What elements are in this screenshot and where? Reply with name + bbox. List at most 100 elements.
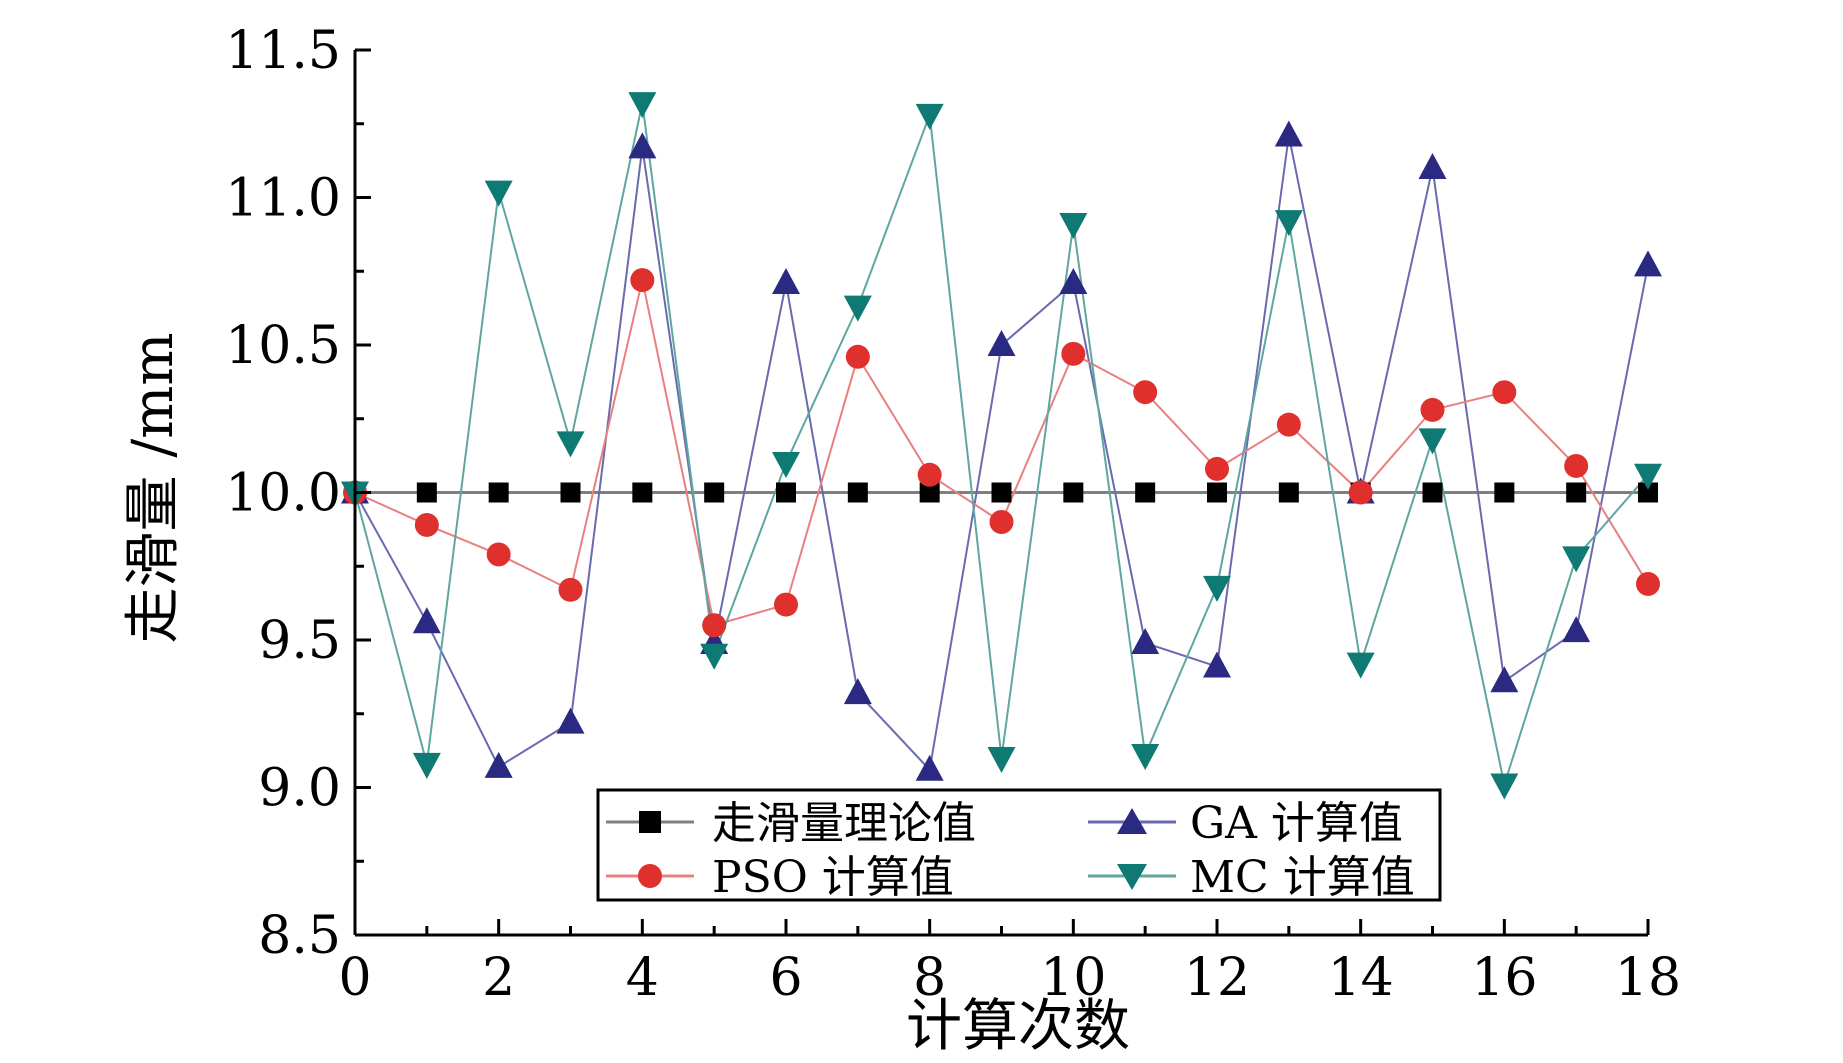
- point-theory: [919, 482, 940, 503]
- y-tick-label: 10.0: [225, 464, 341, 524]
- point-ga: [556, 707, 585, 734]
- point-ga: [1203, 651, 1231, 678]
- point-theory: [847, 482, 868, 503]
- x-tick-label: 4: [626, 948, 659, 1008]
- point-pso: [917, 462, 942, 487]
- point-theory: [1422, 482, 1443, 503]
- legend: 走滑量理论值 GA 计算值 PSO 计算值 MC 计算值: [596, 788, 1442, 903]
- point-ga: [1490, 666, 1519, 693]
- y-tick-label: 11.0: [225, 169, 341, 229]
- point-ga: [1634, 250, 1662, 277]
- y-tick-label: 11.5: [225, 21, 341, 81]
- legend-label-pso: PSO 计算值: [712, 852, 954, 903]
- x-tick-label: 8: [913, 948, 946, 1008]
- point-mc: [1346, 652, 1375, 679]
- point-pso: [414, 512, 439, 537]
- x-axis-title: 计算次数: [906, 994, 1130, 1059]
- point-theory: [416, 482, 437, 503]
- legend-box: [596, 788, 1442, 902]
- point-mc: [1634, 463, 1662, 490]
- x-tick-label: 16: [1471, 948, 1537, 1008]
- point-pso: [486, 542, 511, 567]
- legend-label-mc: MC 计算值: [1190, 852, 1415, 903]
- point-theory: [1638, 482, 1658, 503]
- point-mc: [843, 295, 872, 322]
- point-theory: [704, 482, 725, 503]
- point-mc: [412, 752, 441, 779]
- legend-label-ga: GA 计算值: [1190, 798, 1403, 849]
- point-theory: [560, 482, 581, 503]
- point-ga: [1418, 153, 1447, 179]
- legend-label-theory: 走滑量理论值: [712, 798, 976, 849]
- point-mc: [1131, 744, 1160, 771]
- x-tick-label: 2: [482, 948, 515, 1008]
- point-ga: [484, 751, 513, 778]
- x-tick-label: 10: [1040, 948, 1106, 1008]
- point-theory: [1063, 482, 1084, 503]
- point-mc: [915, 103, 944, 130]
- point-theory: [776, 482, 796, 503]
- point-mc: [1490, 773, 1519, 800]
- point-ga: [843, 678, 872, 705]
- point-ga: [772, 268, 800, 295]
- point-mc: [1418, 428, 1447, 455]
- y-tick-label: 8.5: [258, 906, 341, 966]
- point-mc: [1274, 210, 1303, 237]
- x-tick-label: 12: [1184, 948, 1250, 1008]
- point-pso: [1564, 453, 1589, 478]
- y-axis-title: 走滑量 /mm: [121, 333, 186, 644]
- point-ga: [1274, 120, 1303, 147]
- point-pso: [1205, 456, 1229, 481]
- point-mc: [484, 180, 513, 207]
- point-theory: [991, 482, 1012, 503]
- y-tick-label: 9.0: [258, 759, 341, 819]
- point-mc: [556, 431, 585, 458]
- legend-marker-pso: [638, 864, 662, 888]
- point-theory: [488, 482, 509, 503]
- x-tick-label: 14: [1328, 948, 1394, 1008]
- point-ga: [915, 754, 944, 781]
- series-markers: [341, 92, 1662, 800]
- point-pso: [774, 592, 798, 617]
- point-mc: [772, 452, 800, 478]
- point-ga: [628, 132, 657, 159]
- point-ga: [412, 607, 441, 634]
- point-pso: [702, 613, 727, 638]
- point-theory: [1207, 482, 1227, 503]
- point-mc: [1562, 546, 1591, 573]
- y-tick-label: 9.5: [258, 611, 341, 671]
- point-ga: [1059, 268, 1088, 295]
- point-pso: [1276, 412, 1301, 437]
- point-pso: [1420, 397, 1445, 422]
- point-ga: [1562, 616, 1591, 643]
- point-mc: [987, 747, 1016, 773]
- y-tick-label: 10.5: [225, 316, 341, 376]
- point-theory: [1278, 482, 1299, 503]
- point-pso: [558, 577, 583, 602]
- legend-marker-ga: [1117, 808, 1147, 834]
- point-pso: [1061, 341, 1086, 366]
- point-pso: [1133, 380, 1158, 405]
- x-tick-label: 6: [769, 948, 802, 1008]
- point-pso: [1348, 480, 1373, 505]
- point-ga: [1131, 627, 1160, 654]
- point-mc: [1203, 575, 1231, 602]
- point-mc: [628, 92, 657, 119]
- point-pso: [1636, 571, 1660, 596]
- point-ga: [987, 330, 1016, 356]
- legend-marker-mc: [1117, 864, 1147, 890]
- point-mc: [1059, 213, 1088, 240]
- x-tick-label: 0: [338, 948, 371, 1008]
- point-theory: [1494, 482, 1515, 503]
- point-pso: [989, 510, 1014, 534]
- x-tick-label: 18: [1615, 948, 1681, 1008]
- point-pso: [845, 344, 870, 369]
- axes: [353, 48, 1650, 937]
- tick-labels: 8.5 9.0 9.5 10.0 10.5 11.0 11.5 0 2 4 6 8 10 12 14 16 18: [225, 21, 1681, 1008]
- point-mc: [700, 643, 729, 670]
- point-theory: [1566, 482, 1587, 503]
- legend-marker-theory: [639, 811, 661, 833]
- point-theory: [632, 482, 653, 503]
